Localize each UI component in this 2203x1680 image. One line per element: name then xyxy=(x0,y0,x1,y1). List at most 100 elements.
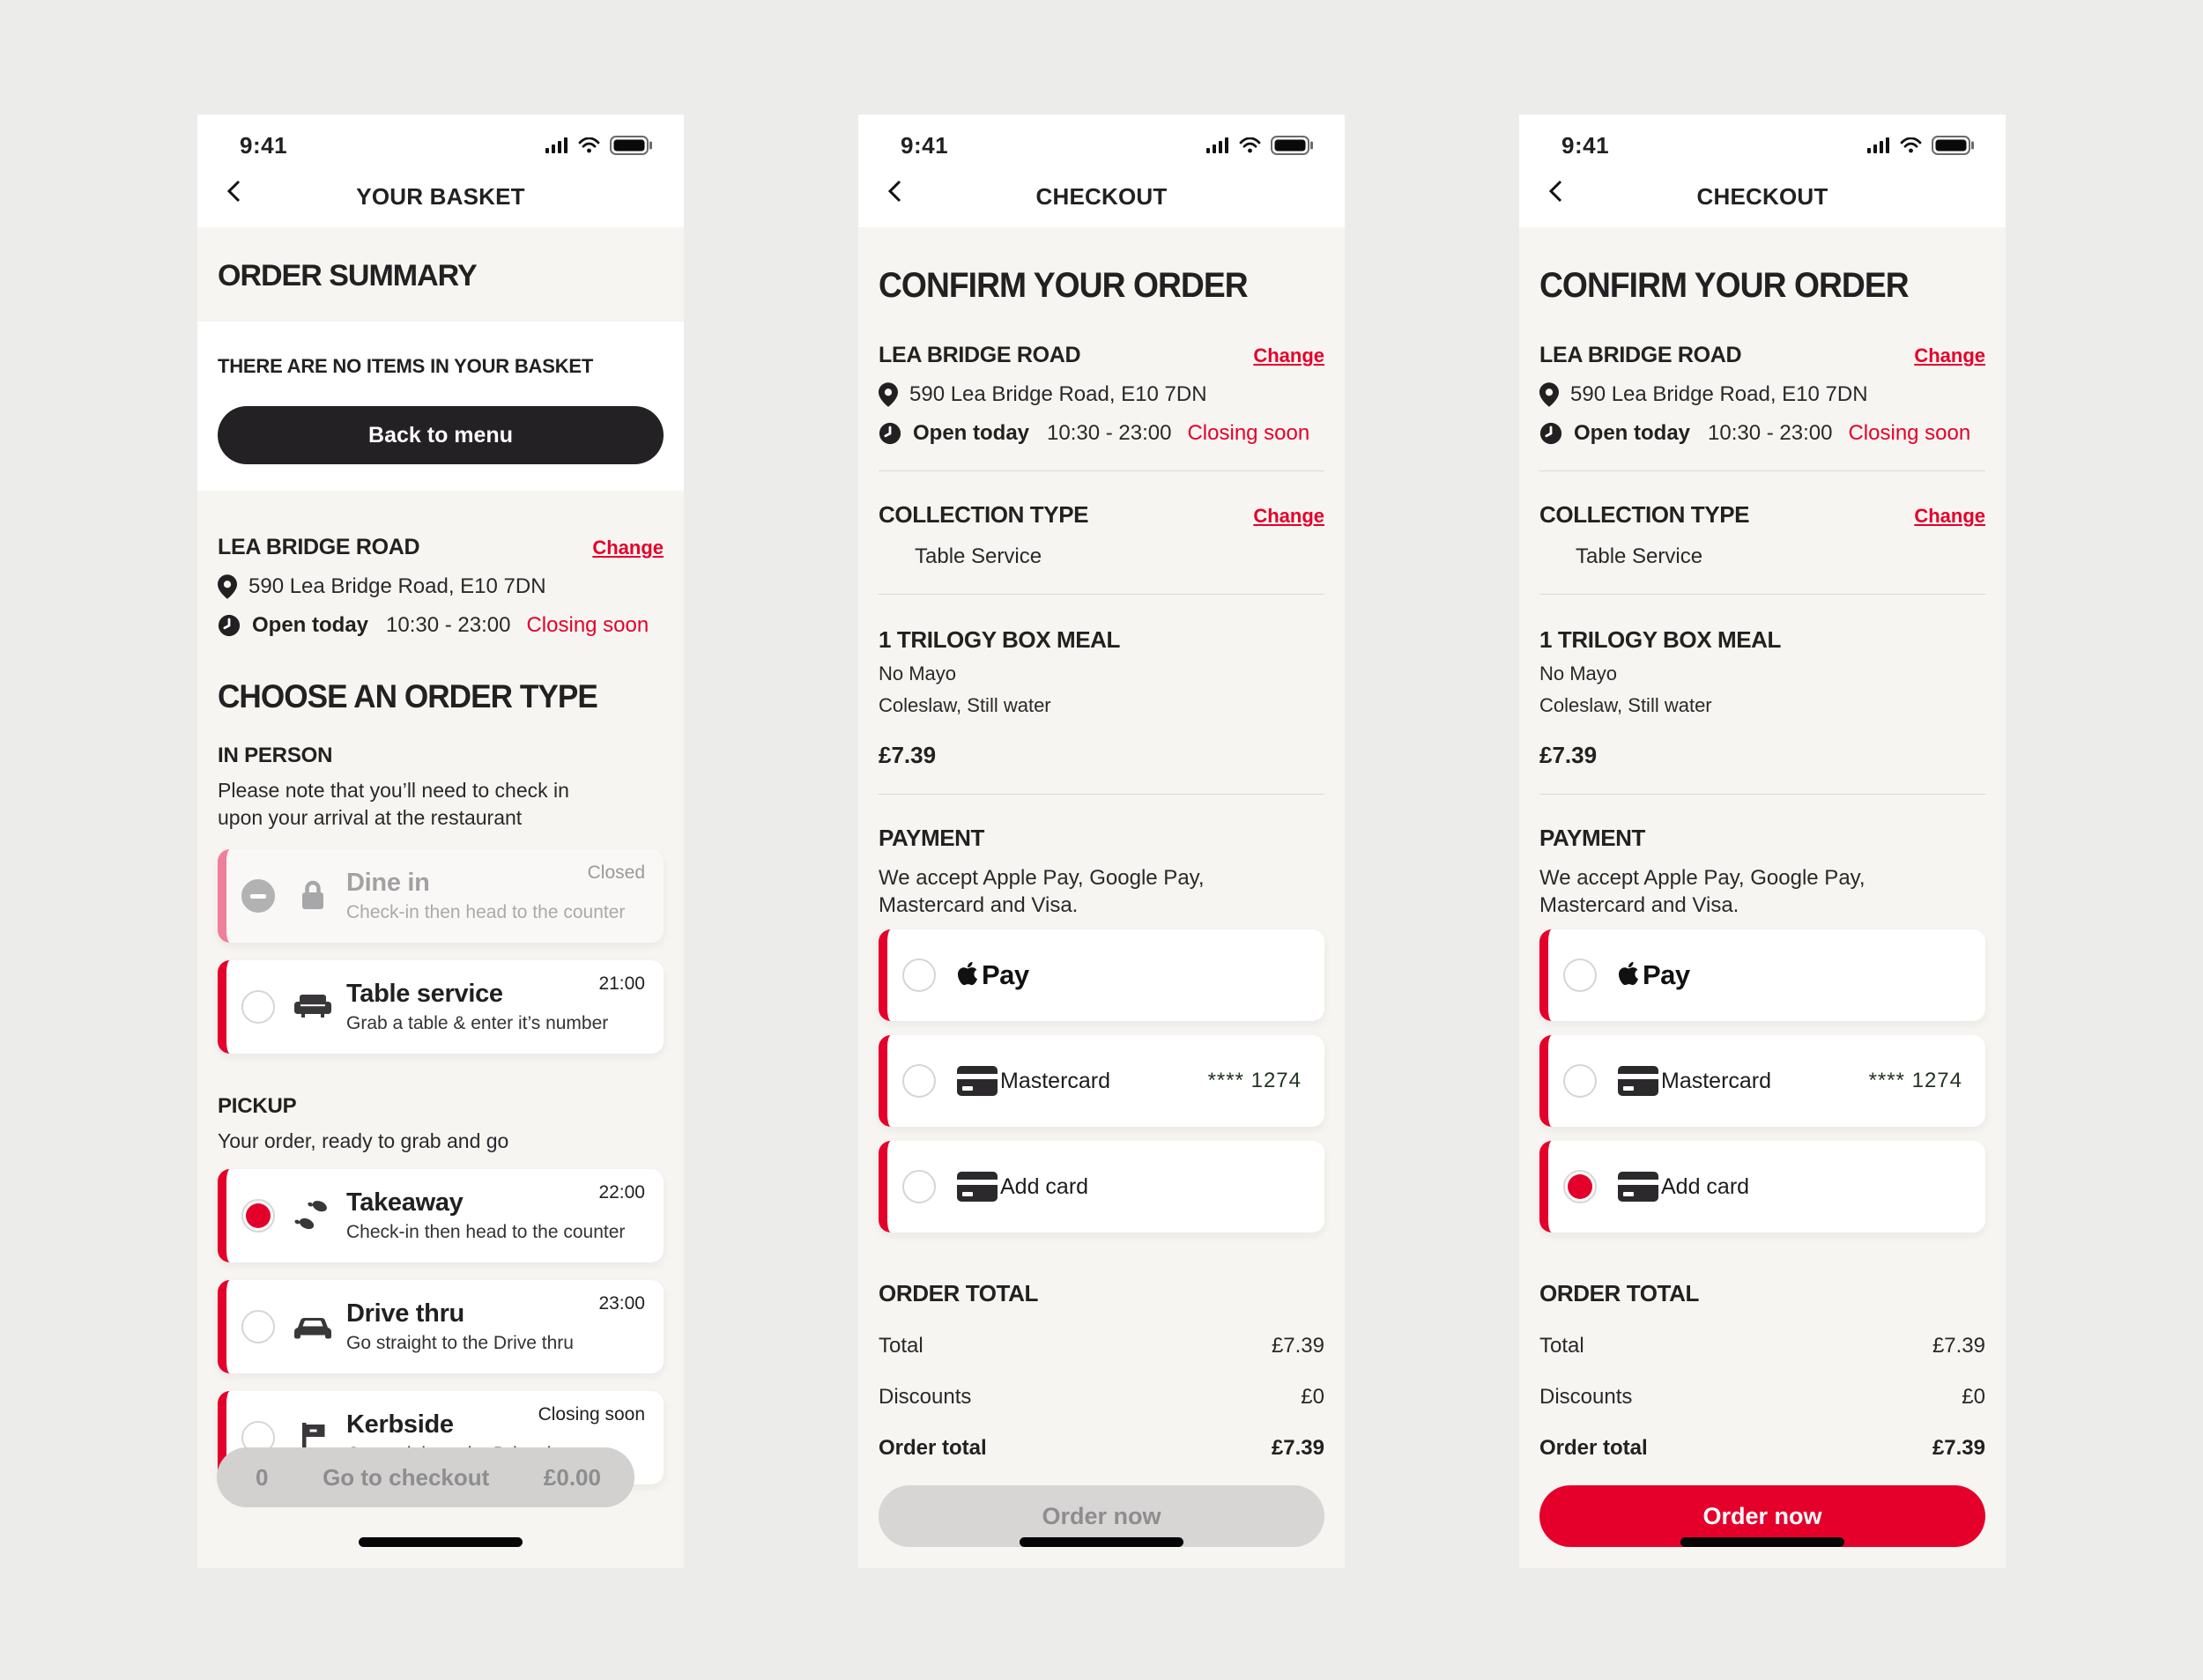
status-icons xyxy=(1206,136,1315,155)
home-indicator[interactable] xyxy=(1020,1537,1183,1547)
discounts-row: Discounts £0 xyxy=(879,1385,1324,1410)
divider xyxy=(1539,794,1985,795)
add-card-radio[interactable] xyxy=(1563,1170,1597,1203)
store-hours-row: Open today 10:30 - 23:00 Closing soon xyxy=(218,613,664,638)
change-store-link[interactable]: Change xyxy=(1253,344,1324,366)
add-card-label: Add card xyxy=(1661,1173,1750,1199)
order-summary-heading: ORDER SUMMARY xyxy=(218,259,478,292)
order-now-button[interactable]: Order now xyxy=(879,1485,1324,1547)
drive-thru-time: 23:00 xyxy=(598,1293,645,1314)
total-row: Total £7.39 xyxy=(879,1334,1324,1358)
dine-in-radio[interactable] xyxy=(241,879,275,913)
car-icon xyxy=(293,1313,332,1341)
wifi-icon xyxy=(578,137,600,153)
item-modifier: Coleslaw, Still water xyxy=(1539,694,1712,716)
back-chevron-icon[interactable] xyxy=(885,178,906,204)
add-card-label: Add card xyxy=(1000,1173,1089,1199)
takeaway-radio[interactable] xyxy=(241,1199,275,1232)
payment-method-apple-pay[interactable]: Pay xyxy=(1539,929,1985,1021)
basket-count: 0 xyxy=(256,1463,269,1491)
payment-method-apple-pay[interactable]: Pay xyxy=(879,929,1324,1021)
order-type-drive-thru[interactable]: 23:00 Drive thru Go straight to the Driv… xyxy=(218,1280,664,1373)
order-type-takeaway[interactable]: 22:00 Takeaway Check-in then head to the… xyxy=(218,1169,664,1262)
kerbside-status: Closing soon xyxy=(538,1404,645,1425)
store-address-row: 590 Lea Bridge Road, E10 7DN xyxy=(879,382,1324,407)
collection-type-heading: COLLECTION TYPE xyxy=(1539,501,1750,528)
choose-order-type-heading: CHOOSE AN ORDER TYPE xyxy=(218,678,598,714)
takeaway-subtitle: Check-in then head to the counter xyxy=(346,1222,626,1242)
open-today-label: Open today xyxy=(1574,421,1691,445)
mastercard-radio[interactable] xyxy=(902,1064,936,1098)
payment-description: We accept Apple Pay, Google Pay, Masterc… xyxy=(1539,866,1866,917)
discounts-label: Discounts xyxy=(879,1385,972,1409)
table-service-title: Table service xyxy=(346,980,503,1008)
page-title: CHECKOUT xyxy=(1696,183,1828,210)
payment-method-add-card[interactable]: Add card xyxy=(1539,1141,1985,1232)
confirm-order-heading: CONFIRM YOUR ORDER xyxy=(1539,266,1910,305)
total-value: £7.39 xyxy=(1932,1334,1985,1358)
back-to-menu-button[interactable]: Back to menu xyxy=(218,406,664,464)
total-row: Total £7.39 xyxy=(1539,1334,1985,1358)
takeaway-title: Takeaway xyxy=(346,1188,464,1217)
item-modifier: Coleslaw, Still water xyxy=(879,694,1051,716)
pickup-heading: PICKUP xyxy=(218,1094,297,1118)
takeaway-time: 22:00 xyxy=(598,1182,645,1203)
order-total-row: Order total £7.39 xyxy=(1539,1436,1985,1461)
status-nav-header: 9:41 CHECKOUT xyxy=(858,115,1345,227)
change-collection-link[interactable]: Change xyxy=(1914,505,1985,527)
order-total-row: Order total £7.39 xyxy=(879,1436,1324,1461)
payment-method-mastercard[interactable]: Mastercard **** 1274 xyxy=(1539,1035,1985,1127)
mastercard-radio[interactable] xyxy=(1563,1064,1597,1098)
change-store-link[interactable]: Change xyxy=(592,537,664,559)
table-service-subtitle: Grab a table & enter it’s number xyxy=(346,1013,609,1033)
closing-soon-label: Closing soon xyxy=(1187,421,1310,445)
opening-hours: 10:30 - 23:00 xyxy=(1708,421,1833,445)
payment-method-mastercard[interactable]: Mastercard **** 1274 xyxy=(879,1035,1324,1127)
status-time: 9:41 xyxy=(240,132,288,159)
opening-hours: 10:30 - 23:00 xyxy=(386,613,511,637)
closing-soon-label: Closing soon xyxy=(1848,421,1971,445)
in-person-heading: IN PERSON xyxy=(218,744,333,767)
go-to-checkout-bar[interactable]: 0 Go to checkout £0.00 xyxy=(217,1447,634,1507)
battery-icon xyxy=(1271,136,1315,155)
change-collection-link[interactable]: Change xyxy=(1253,505,1324,527)
status-nav-header: 9:41 YOUR BASKET xyxy=(197,115,684,227)
collection-type-value: Table Service xyxy=(1576,544,1703,568)
checkout-content: CONFIRM YOUR ORDER LEA BRIDGE ROAD Chang… xyxy=(1519,266,2006,1547)
payment-method-add-card[interactable]: Add card xyxy=(879,1141,1324,1232)
home-indicator[interactable] xyxy=(1680,1537,1844,1547)
table-service-time: 21:00 xyxy=(598,973,645,994)
discounts-value: £0 xyxy=(1301,1385,1324,1409)
wifi-icon xyxy=(1900,137,1922,153)
home-indicator[interactable] xyxy=(359,1537,523,1547)
cellular-signal-icon xyxy=(545,137,568,153)
back-chevron-icon[interactable] xyxy=(224,178,245,204)
apple-pay-radio[interactable] xyxy=(902,958,936,992)
order-now-button[interactable]: Order now xyxy=(1539,1485,1985,1547)
store-name: LEA BRIDGE ROAD xyxy=(879,343,1081,367)
battery-icon xyxy=(1932,136,1976,155)
payment-description: We accept Apple Pay, Google Pay, Masterc… xyxy=(879,866,1205,917)
store-hours-row: Open today 10:30 - 23:00 Closing soon xyxy=(879,421,1324,446)
mastercard-label: Mastercard xyxy=(1000,1068,1111,1093)
item-modifier: No Mayo xyxy=(879,662,957,685)
open-today-label: Open today xyxy=(913,421,1030,445)
add-card-radio[interactable] xyxy=(902,1170,936,1203)
dine-in-title: Dine in xyxy=(346,869,430,897)
location-pin-icon xyxy=(879,382,898,407)
dine-in-status: Closed xyxy=(587,862,645,883)
drive-thru-radio[interactable] xyxy=(241,1310,275,1343)
clock-icon xyxy=(218,614,241,637)
dine-in-subtitle: Check-in then head to the counter xyxy=(346,902,626,922)
order-type-dine-in[interactable]: Closed Dine in Check-in then head to the… xyxy=(218,849,664,943)
back-chevron-icon[interactable] xyxy=(1546,178,1567,204)
opening-hours: 10:30 - 23:00 xyxy=(1047,421,1172,445)
store-hours-row: Open today 10:30 - 23:00 Closing soon xyxy=(1539,421,1985,446)
change-store-link[interactable]: Change xyxy=(1914,344,1985,366)
apple-pay-radio[interactable] xyxy=(1563,958,1597,992)
order-type-table-service[interactable]: 21:00 Table service Grab a table & enter… xyxy=(218,960,664,1054)
discounts-value: £0 xyxy=(1962,1385,1985,1409)
order-total-label: Order total xyxy=(879,1436,987,1460)
table-service-radio[interactable] xyxy=(241,990,275,1024)
